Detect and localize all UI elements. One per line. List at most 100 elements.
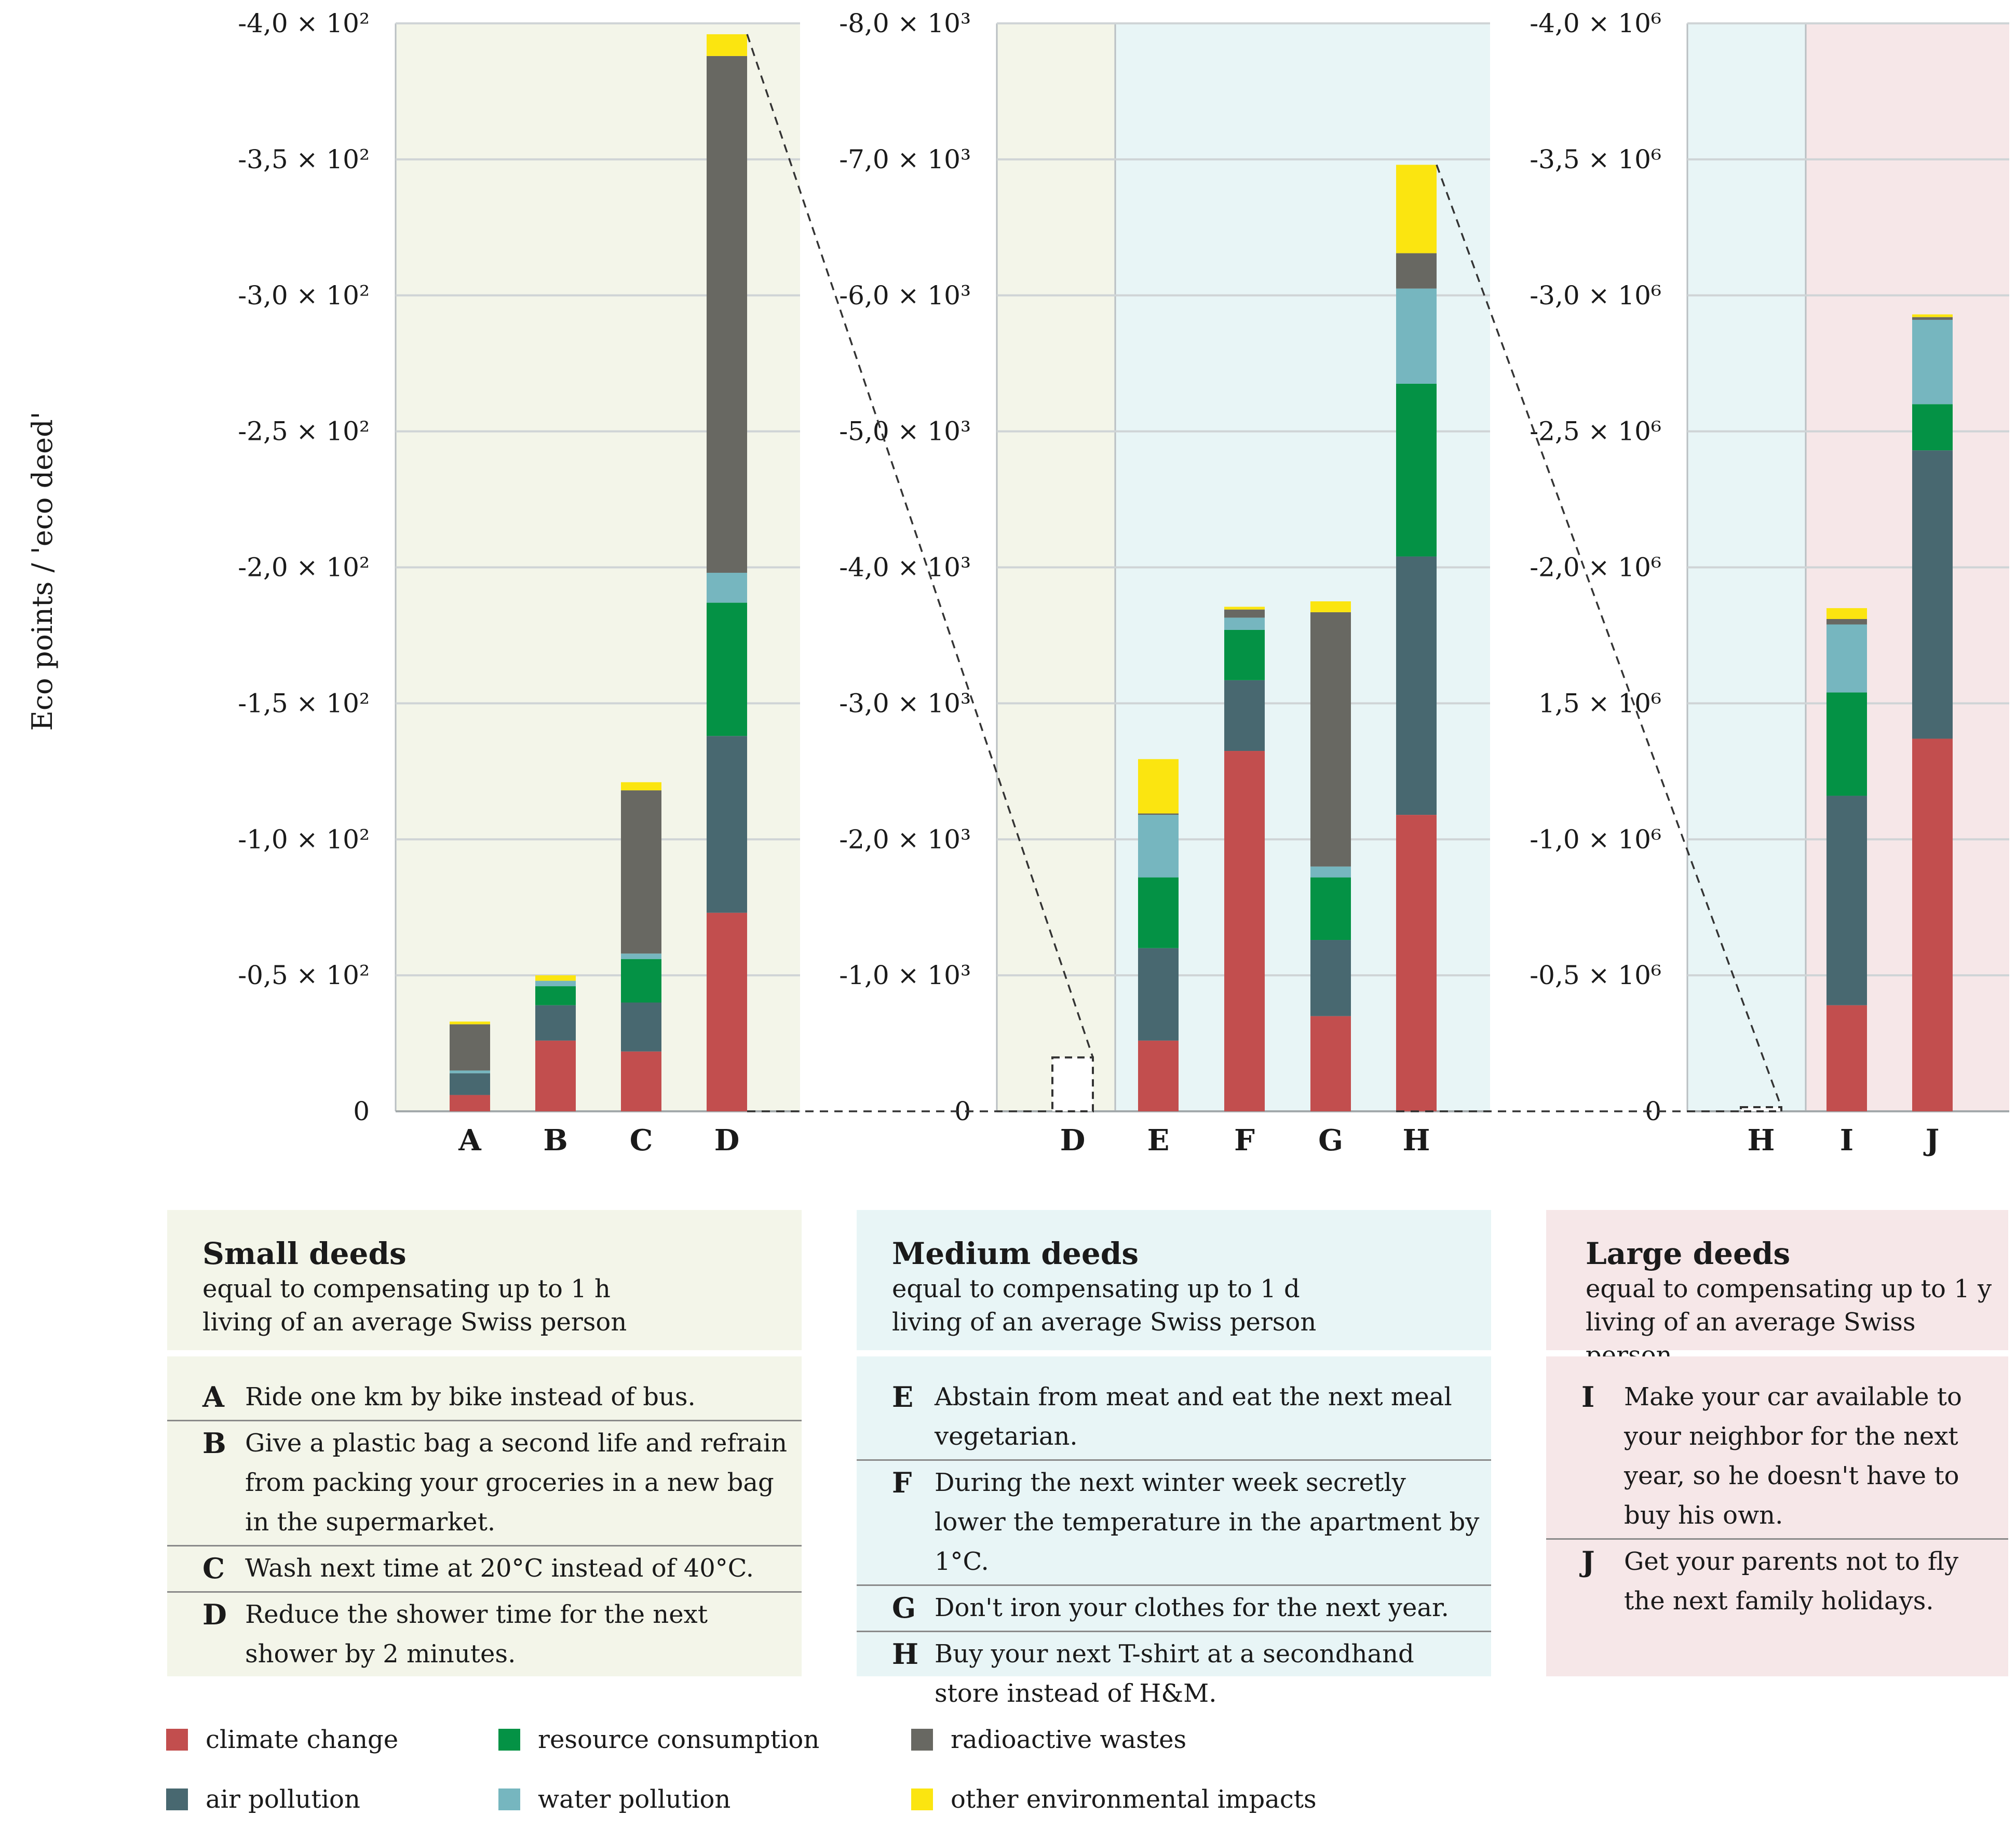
bar-segment-resource-consumption xyxy=(1310,877,1351,940)
deed-letter: J xyxy=(1581,1545,1595,1578)
legend-swatch xyxy=(911,1729,933,1751)
medium-deeds-subtitle-1: equal to compensating up to 1 d xyxy=(892,1274,1300,1303)
bar-segment-climate-change xyxy=(535,1040,576,1111)
deed-letter: I xyxy=(1581,1380,1595,1414)
legend-swatch xyxy=(166,1729,188,1751)
bar-segment-air-pollution xyxy=(1138,948,1179,1041)
bar-segment-air-pollution xyxy=(1396,556,1437,815)
deed-item-a: A Ride one km by bike instead of bus. xyxy=(167,1377,802,1420)
bar-segment-air-pollution xyxy=(1826,796,1867,1005)
bar-segment-air-pollution xyxy=(707,736,747,913)
legend-item-other-environmental-impacts: other environmental impacts xyxy=(911,1784,1317,1815)
deed-letter: G xyxy=(892,1591,916,1624)
deed-letter: A xyxy=(202,1380,224,1414)
y-tick-label: -4,0 × 10³ xyxy=(839,553,971,583)
bar-segment-resource-consumption xyxy=(1138,877,1179,948)
deed-text: Ride one km by bike instead of bus. xyxy=(245,1382,696,1411)
legend-item-air-pollution: air pollution xyxy=(166,1784,360,1815)
legend-swatch xyxy=(911,1788,933,1810)
bar-segment-water-pollution xyxy=(1138,815,1179,878)
small-deeds-list: A Ride one km by bike instead of bus. B … xyxy=(167,1356,802,1676)
y-tick-label: -1,0 × 10² xyxy=(238,824,370,854)
deed-item-f: F During the next winter week secretly l… xyxy=(857,1459,1491,1584)
bar-segment-water-pollution xyxy=(1826,624,1867,693)
bar-segment-air-pollution xyxy=(1912,450,1953,739)
bar-segment-resource-consumption xyxy=(1396,383,1437,557)
bar-segment-resource-consumption xyxy=(1912,404,1953,451)
deed-letter: B xyxy=(202,1427,226,1460)
deed-item-b: B Give a plastic bag a second life and r… xyxy=(167,1420,802,1545)
bar-segment-other xyxy=(707,34,747,56)
x-category-label: I xyxy=(1840,1123,1853,1158)
y-tick-label: -2,5 × 10² xyxy=(238,416,370,447)
bar-segment-radioactive-wastes xyxy=(450,1024,490,1071)
deed-item-e: E Abstain from meat and eat the next mea… xyxy=(857,1377,1491,1459)
legend-swatch xyxy=(166,1788,188,1810)
large-deeds-title: Large deeds xyxy=(1586,1236,1791,1271)
medium-deeds-list: E Abstain from meat and eat the next mea… xyxy=(857,1356,1491,1708)
deed-letter: D xyxy=(202,1598,227,1631)
deed-text: Buy your next T-shirt at a secondhand st… xyxy=(935,1639,1414,1708)
bar-segment-resource-consumption xyxy=(707,602,747,736)
x-category-label: J xyxy=(1923,1123,1940,1158)
y-tick-label: -1,0 × 10⁶ xyxy=(1530,824,1661,854)
large-deeds-list: I Make your car available to your neighb… xyxy=(1546,1356,2008,1676)
large-deeds-subtitle-1: equal to compensating up to 1 y xyxy=(1586,1274,1992,1303)
deed-item-g: G Don't iron your clothes for the next y… xyxy=(857,1584,1491,1631)
y-tick-label: -0,5 × 10⁶ xyxy=(1530,960,1661,990)
bar-segment-climate-change xyxy=(707,912,747,1111)
y-tick-label: -0,5 × 10² xyxy=(238,960,370,990)
medium-deeds-box: Medium deeds equal to compensating up to… xyxy=(857,1210,1491,1708)
bar-segment-other xyxy=(1912,314,1953,317)
chart-legend: climate change resource consumption radi… xyxy=(166,1724,1724,1818)
deed-text: Don't iron your clothes for the next yea… xyxy=(935,1593,1449,1622)
x-category-label: E xyxy=(1147,1123,1170,1158)
legend-label: climate change xyxy=(206,1725,399,1754)
deed-letter: C xyxy=(202,1552,225,1585)
bar-segment-other xyxy=(1826,608,1867,620)
zoom-connector-line xyxy=(1436,164,1782,1108)
bar-segment-radioactive-wastes xyxy=(1224,609,1265,618)
bar-segment-radioactive-wastes xyxy=(1912,317,1953,320)
x-category-label: F xyxy=(1234,1123,1255,1158)
x-category-label: B xyxy=(543,1123,567,1158)
bar-segment-water-pollution xyxy=(621,953,661,959)
bar-segment-climate-change xyxy=(1826,1005,1867,1111)
y-tick-label: -8,0 × 10³ xyxy=(839,8,971,38)
deed-letter: E xyxy=(892,1380,914,1414)
chart-panel-medium: 0-1,0 × 10³-2,0 × 10³-3,0 × 10³-4,0 × 10… xyxy=(839,8,1490,1158)
large-deeds-box: Large deeds equal to compensating up to … xyxy=(1546,1210,2008,1676)
x-category-label: A xyxy=(458,1123,482,1158)
y-tick-label: -3,5 × 10⁶ xyxy=(1530,144,1661,174)
y-tick-label: -2,0 × 10³ xyxy=(839,824,971,854)
small-deeds-title: Small deeds xyxy=(202,1236,407,1271)
bar-segment-air-pollution xyxy=(450,1073,490,1095)
bar-segment-resource-consumption xyxy=(1224,629,1265,680)
bar-segment-climate-change xyxy=(621,1051,661,1111)
bar-segment-climate-change xyxy=(1310,1016,1351,1111)
y-tick-label: -3,0 × 10³ xyxy=(839,688,971,718)
y-tick-label: -1,0 × 10³ xyxy=(839,960,971,990)
bar-segment-air-pollution xyxy=(1224,680,1265,751)
bar-segment-climate-change xyxy=(1396,815,1437,1111)
small-deeds-box: Small deeds equal to compensating up to … xyxy=(167,1210,802,1676)
bar-segment-water-pollution xyxy=(1396,288,1437,384)
eco-deeds-chart: Eco points / 'eco deed' 0 -0,5 × 10² -1,0 … xyxy=(26,8,2009,1158)
deed-letter: H xyxy=(892,1637,919,1671)
medium-deeds-header: Medium deeds equal to compensating up to… xyxy=(857,1210,1491,1350)
deed-letter: F xyxy=(892,1466,912,1499)
small-deeds-subtitle-2: living of an average Swiss person xyxy=(202,1308,627,1337)
legend-swatch xyxy=(498,1729,520,1751)
y-tick-label: -3,0 × 10⁶ xyxy=(1530,280,1661,311)
deed-text: During the next winter week secretly low… xyxy=(935,1468,1480,1576)
medium-deeds-title: Medium deeds xyxy=(892,1236,1139,1271)
deed-text: Reduce the shower time for the next show… xyxy=(245,1600,708,1669)
y-tick-label: -4,0 × 10² xyxy=(238,8,370,38)
legend-item-resource-consumption: resource consumption xyxy=(498,1724,819,1755)
legend-swatch xyxy=(498,1788,520,1810)
y-tick-label: -5,0 × 10³ xyxy=(839,416,971,447)
x-category-label: H xyxy=(1403,1123,1430,1158)
deed-item-d: D Reduce the shower time for the next sh… xyxy=(167,1591,802,1677)
legend-label: other environmental impacts xyxy=(951,1785,1317,1814)
